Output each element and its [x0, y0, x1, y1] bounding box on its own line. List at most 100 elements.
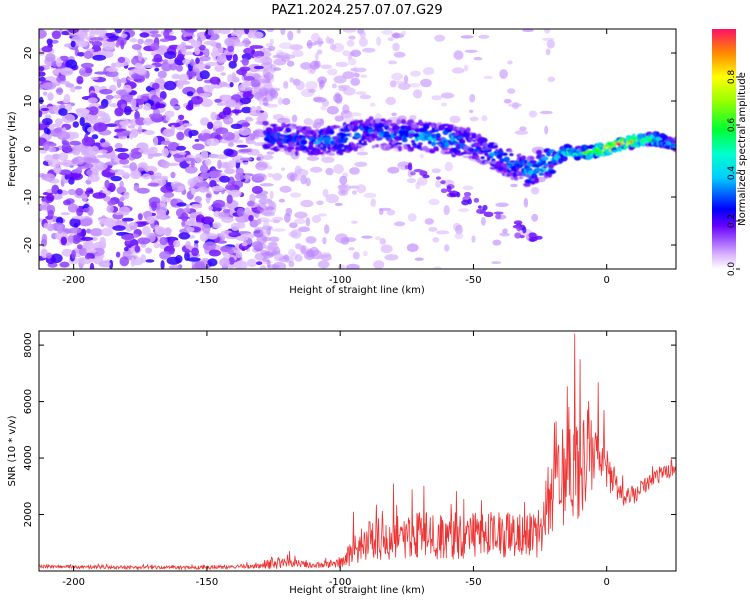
spectrogram-cell: [449, 124, 454, 129]
spectrogram-cell: [273, 253, 284, 262]
spectrogram-cell: [481, 115, 488, 122]
x-tick-label: -50: [465, 577, 481, 588]
spectrogram-cell: [543, 29, 551, 34]
spectrogram-cell: [403, 75, 409, 84]
spectrogram-cell: [230, 123, 243, 129]
spectrogram-cell: [313, 97, 327, 103]
spectrogram-cell: [96, 154, 107, 159]
spectrogram-cell: [184, 166, 198, 174]
spectrogram-cell: [484, 161, 489, 164]
spectrogram-cell: [428, 226, 438, 232]
spectrogram-cell: [440, 188, 448, 193]
spectrogram-cell: [142, 225, 151, 236]
spectrogram-x-axis: -200 -150 -100 -50 0: [62, 29, 610, 286]
spectrogram-cell: [39, 29, 47, 39]
spectrogram-cell: [295, 80, 305, 91]
spectrogram-cell: [258, 198, 273, 205]
spectrogram-cell: [466, 151, 473, 155]
spectrogram-cell: [320, 64, 333, 70]
spectrogram-cell: [317, 213, 328, 217]
spectrogram-cell: [483, 75, 494, 79]
spectrogram-cell: [201, 223, 211, 234]
spectrogram-cell: [284, 212, 291, 223]
spectrogram-cell: [143, 117, 153, 126]
spectrogram-cell: [491, 261, 502, 265]
spectrogram-cell: [119, 120, 129, 126]
spectrogram-cell: [322, 188, 329, 198]
spectrogram-cell: [238, 148, 252, 153]
spectrogram-cell: [43, 173, 56, 182]
spectrogram-cell: [92, 192, 107, 199]
spectrogram-cell: [164, 110, 175, 118]
spectrogram-cell: [548, 169, 557, 174]
spectrogram-cell: [272, 261, 287, 269]
spectrogram-cell: [179, 120, 184, 125]
spectrogram-cell: [541, 159, 547, 165]
spectrogram-cell: [149, 30, 159, 34]
spectrogram-cell: [91, 40, 103, 48]
spectrogram-cell: [84, 67, 93, 74]
spectrogram-cell: [194, 261, 206, 269]
spectrogram-cell: [70, 40, 76, 48]
spectrogram-cell: [241, 122, 251, 127]
spectrogram-cell: [236, 29, 244, 36]
spectrogram-cell: [123, 105, 132, 116]
spectrogram-cell: [414, 257, 424, 261]
spectrogram-cell: [212, 45, 224, 56]
spectrogram-cell: [100, 142, 111, 148]
spectrogram-cell: [309, 60, 320, 70]
spectrogram-cell: [149, 113, 163, 119]
spectrogram-cell: [235, 235, 249, 241]
spectrogram-cell: [83, 50, 93, 60]
spectrogram-cell: [130, 257, 136, 267]
spectrogram-cell: [100, 30, 106, 37]
spectrogram-cell: [90, 145, 99, 156]
spectrogram-cell: [493, 145, 498, 149]
spectrogram-cell: [170, 198, 179, 208]
spectrogram-cell: [88, 189, 94, 194]
spectrogram-cell: [155, 88, 161, 98]
spectrogram-cell: [79, 116, 85, 127]
snr-frame: [38, 330, 677, 572]
spectrogram-cell: [296, 29, 301, 34]
spectrogram-cell: [294, 218, 307, 224]
spectrogram-cell: [87, 205, 94, 216]
spectrogram-cell: [164, 29, 173, 33]
spectrogram-cell: [433, 266, 442, 269]
spectrogram-cell: [334, 115, 344, 122]
spectrogram-cell: [184, 29, 197, 33]
spectrogram-cell: [520, 155, 527, 161]
spectrogram-cell: [215, 42, 222, 49]
spectrogram-cell: [119, 181, 124, 188]
spectrogram-cell: [290, 192, 302, 198]
spectrogram-cell: [71, 234, 81, 245]
spectrogram-cell: [194, 196, 202, 203]
x-tick-label: -200: [62, 577, 85, 588]
spectrogram-cell: [227, 99, 237, 107]
spectrogram-cell: [408, 133, 416, 138]
spectrogram-cell: [268, 45, 276, 52]
spectrogram-cell: [397, 145, 402, 152]
spectrogram-cell: [537, 162, 544, 167]
spectrogram-cell: [199, 55, 211, 62]
spectrogram-cell: [334, 125, 341, 129]
spectrogram-cell: [116, 131, 130, 137]
spectrogram-cell: [41, 118, 53, 126]
spectrogram-cell: [89, 92, 98, 98]
spectrogram-cell: [46, 194, 55, 202]
spectrogram-cell: [91, 171, 99, 178]
spectrogram-cell: [130, 170, 142, 180]
spectrogram-cell: [250, 106, 257, 115]
spectrogram-cell: [263, 220, 270, 231]
spectrogram-cell: [81, 136, 95, 147]
spectrogram-y-label: Frequency (Hz): [7, 111, 18, 187]
spectrogram-cell: [308, 145, 314, 150]
spectrogram-cell: [129, 38, 138, 43]
spectrogram-cell: [99, 236, 106, 246]
spectrogram-cell: [192, 176, 204, 183]
spectrogram-cell: [138, 148, 151, 154]
spectrogram-cell: [249, 45, 264, 49]
spectrogram-cell: [232, 53, 238, 63]
spectrogram-cell: [123, 246, 129, 252]
spectrogram-cell: [154, 224, 160, 232]
